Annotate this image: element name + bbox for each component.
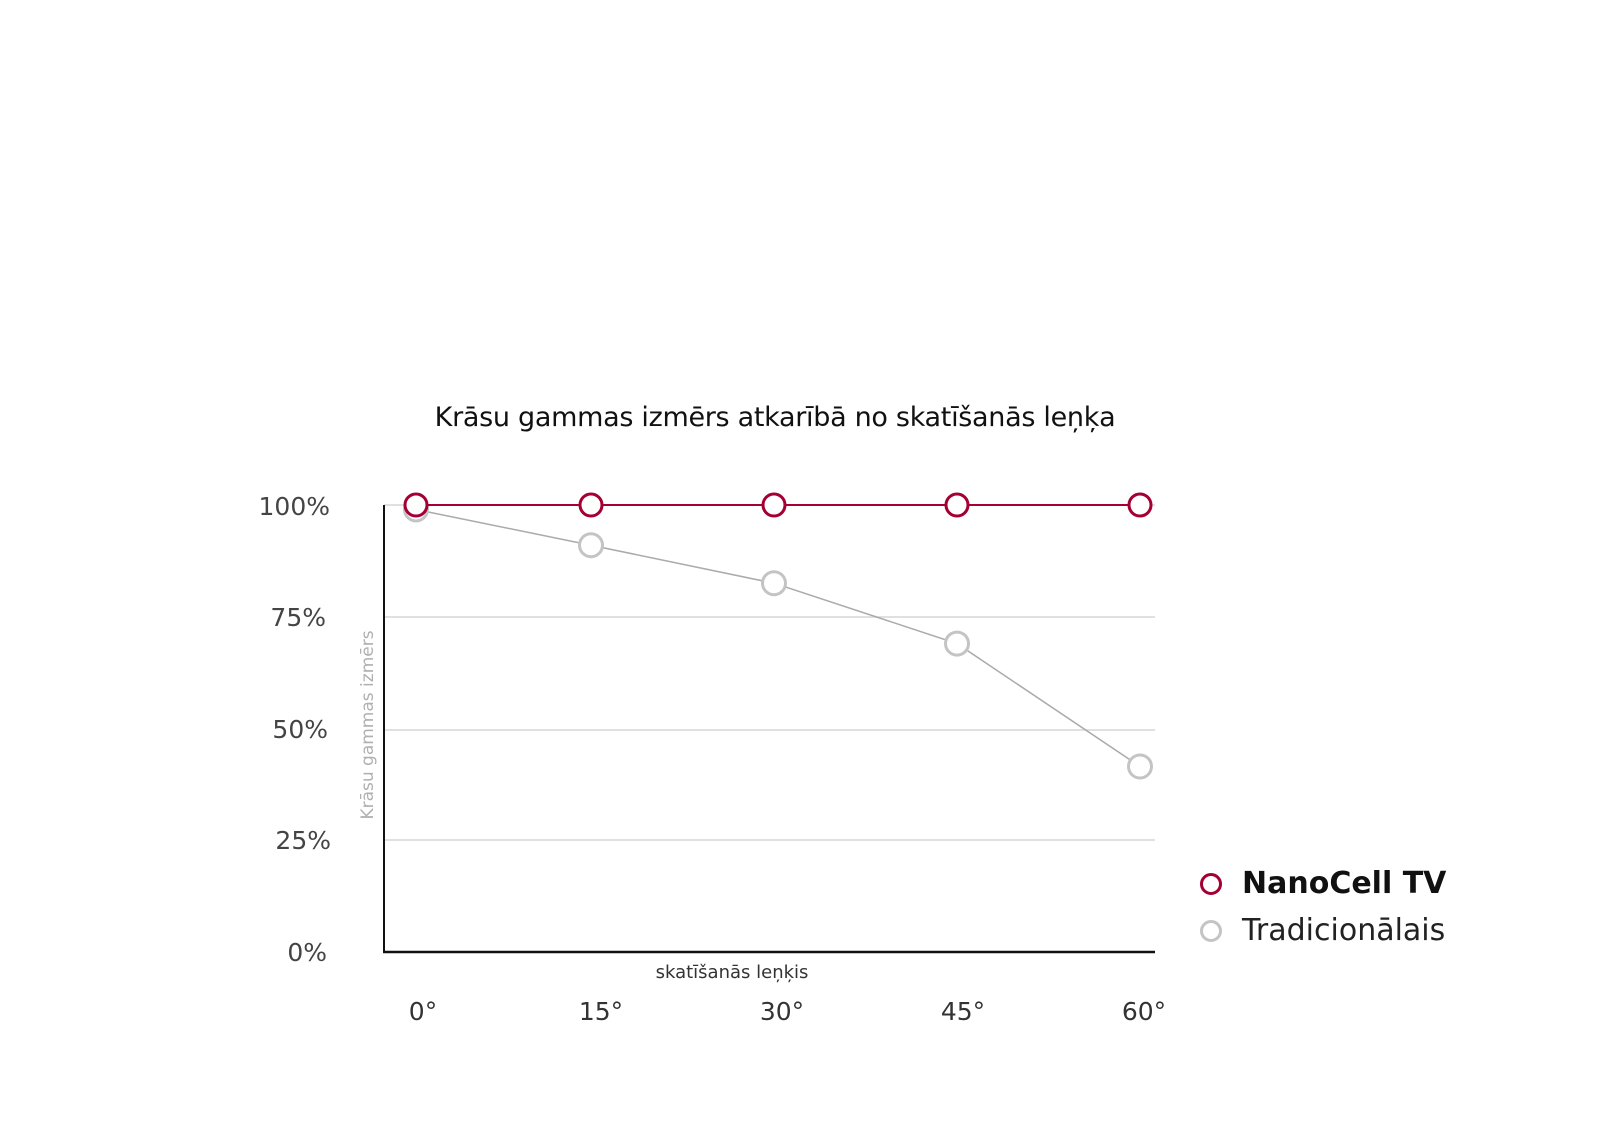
x-axis-label: skatīšanās leņķis (655, 962, 809, 983)
legend-label: NanoCell TV (1242, 866, 1447, 901)
data-point-marker (578, 532, 604, 559)
circle-marker-icon (1200, 872, 1222, 895)
x-tick-0: 0° (408, 997, 438, 1026)
series-nanocell (403, 492, 1153, 518)
gridlines (384, 504, 1155, 841)
data-point-marker (1127, 753, 1153, 780)
legend-item-traditional: Tradicionālais (1200, 907, 1446, 954)
x-tick-60: 60° (1121, 997, 1167, 1026)
x-tick-15: 15° (578, 997, 624, 1026)
data-point-marker (761, 570, 787, 597)
data-point-marker (578, 492, 604, 518)
legend-item-nanocell: NanoCell TV (1200, 860, 1446, 907)
series-traditional (403, 496, 1153, 780)
data-point-marker (944, 492, 970, 518)
data-point-marker (944, 630, 970, 657)
series-layer (403, 492, 1153, 780)
y-tick-75: 75% (270, 603, 326, 632)
data-point-marker (1127, 492, 1153, 518)
legend-label: Tradicionālais (1242, 913, 1446, 948)
data-point-marker (761, 492, 787, 518)
y-tick-100: 100% (258, 492, 330, 521)
legend: NanoCell TV Tradicionālais (1200, 860, 1446, 954)
data-point-marker (403, 492, 429, 518)
x-tick-30: 30° (759, 997, 805, 1026)
y-tick-50: 50% (272, 715, 328, 744)
y-tick-0: 0% (287, 938, 327, 967)
circle-marker-icon (1200, 919, 1222, 942)
chart-title: Krāsu gammas izmērs atkarībā no skatīšan… (434, 402, 1116, 433)
x-tick-45: 45° (940, 997, 986, 1026)
y-tick-25: 25% (275, 826, 331, 855)
